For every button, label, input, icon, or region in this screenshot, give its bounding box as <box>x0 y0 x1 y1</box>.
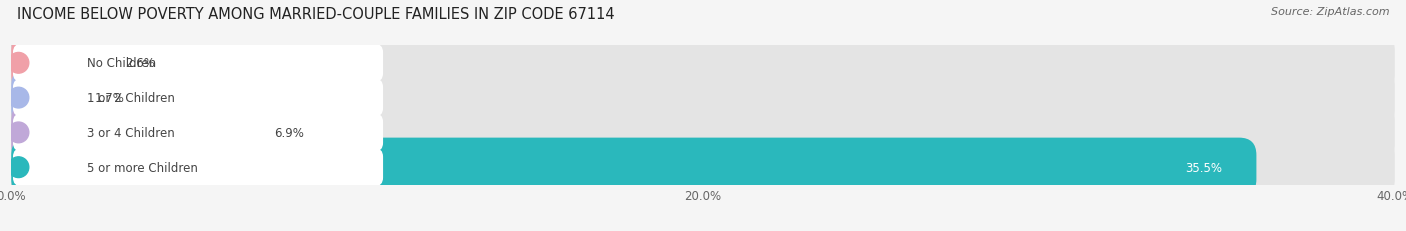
Text: 1 or 2 Children: 1 or 2 Children <box>87 92 176 105</box>
Text: 5 or more Children: 5 or more Children <box>87 161 198 174</box>
FancyBboxPatch shape <box>11 103 1395 162</box>
FancyBboxPatch shape <box>11 69 1395 128</box>
FancyBboxPatch shape <box>11 69 87 128</box>
Circle shape <box>8 157 28 178</box>
FancyBboxPatch shape <box>13 44 382 83</box>
FancyBboxPatch shape <box>11 34 118 93</box>
FancyBboxPatch shape <box>13 79 382 117</box>
Circle shape <box>8 88 28 109</box>
Text: No Children: No Children <box>87 57 156 70</box>
Text: 35.5%: 35.5% <box>1185 161 1222 174</box>
FancyBboxPatch shape <box>11 103 267 162</box>
Text: Source: ZipAtlas.com: Source: ZipAtlas.com <box>1271 7 1389 17</box>
FancyBboxPatch shape <box>13 149 382 187</box>
Circle shape <box>8 53 28 74</box>
FancyBboxPatch shape <box>11 34 1395 93</box>
Text: 3 or 4 Children: 3 or 4 Children <box>87 126 176 139</box>
Text: 2.6%: 2.6% <box>125 57 155 70</box>
Circle shape <box>8 122 28 143</box>
FancyBboxPatch shape <box>11 138 1395 197</box>
FancyBboxPatch shape <box>13 114 382 152</box>
Text: INCOME BELOW POVERTY AMONG MARRIED-COUPLE FAMILIES IN ZIP CODE 67114: INCOME BELOW POVERTY AMONG MARRIED-COUPL… <box>17 7 614 22</box>
Text: 6.9%: 6.9% <box>274 126 304 139</box>
Text: 1.7%: 1.7% <box>94 92 124 105</box>
FancyBboxPatch shape <box>11 138 1257 197</box>
